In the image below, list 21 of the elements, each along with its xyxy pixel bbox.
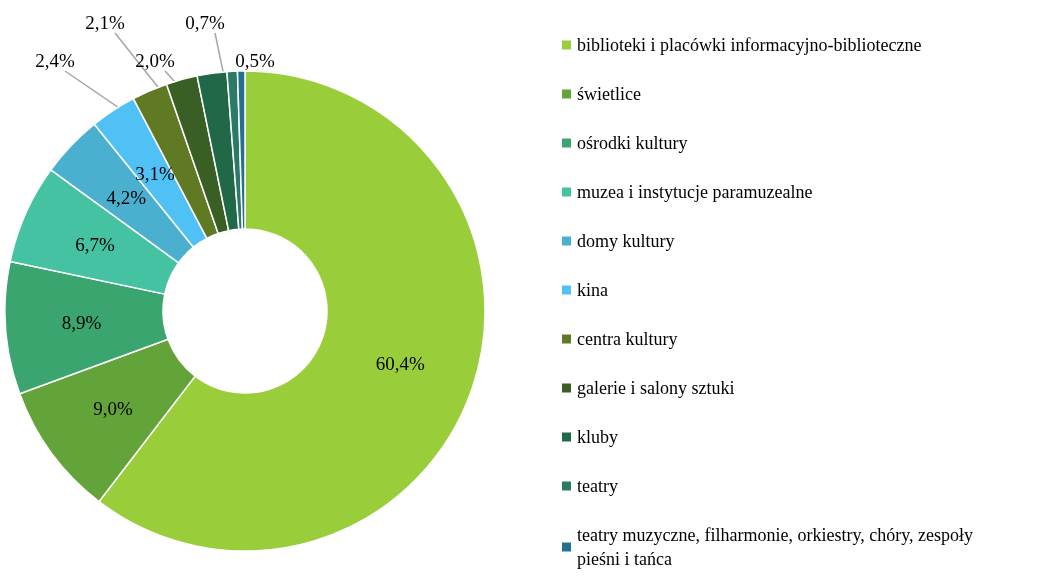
legend-label: kina [577, 280, 608, 300]
data-label: 8,9% [61, 312, 102, 334]
data-label: 2,4% [35, 49, 75, 71]
data-label: 60,4% [375, 353, 426, 375]
legend-label: świetlice [577, 84, 641, 104]
data-label: 2,0% [135, 49, 175, 71]
legend-label: ośrodki kultury [577, 133, 688, 153]
data-label: 2,1% [85, 11, 125, 33]
data-label: 6,7% [75, 233, 116, 255]
legend-label: centra kultury [577, 329, 678, 349]
legend-label: biblioteki i placówki informacyjno-biblioteczne [577, 35, 922, 55]
data-label: 9,0% [93, 397, 133, 419]
legend-label: galerie i salony sztuki [577, 378, 735, 398]
legend-label: kluby [577, 427, 619, 447]
data-label: 0,7% [185, 11, 225, 33]
legend-label: domy kultury [577, 231, 675, 251]
data-label: 0,5% [235, 49, 275, 71]
data-label: 4,2% [106, 187, 147, 209]
legend-label: teatry [577, 476, 618, 496]
legend-label: muzea i instytucje paramuzealne [577, 182, 813, 202]
legend-label: teatry muzyczne, filharmonie, orkiestry, chóry, zespoły pieśni i tańca [577, 525, 978, 569]
